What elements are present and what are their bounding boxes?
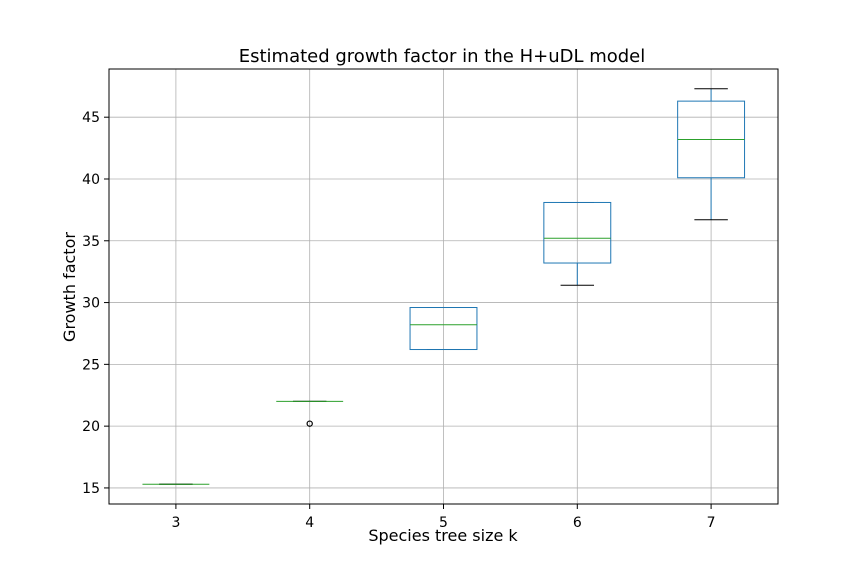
x-tick-label: 4	[305, 515, 314, 531]
iqr-box	[409, 307, 478, 351]
x-axis-label: Species tree size k	[368, 526, 518, 545]
flier-point	[306, 420, 313, 427]
box-5	[409, 307, 478, 351]
x-tick-label: 3	[171, 515, 180, 531]
y-tick-label: 25	[82, 357, 100, 373]
y-tick-label: 35	[82, 234, 100, 250]
x-tick-label: 7	[707, 515, 716, 531]
y-tick-label: 20	[82, 419, 100, 435]
chart-title: Estimated growth factor in the H+uDL mod…	[239, 46, 646, 67]
y-axis-ticks: 15 20 25 30 35 40 45	[82, 110, 109, 497]
iqr-box	[543, 201, 612, 264]
y-axis-label: Growth factor	[60, 232, 79, 342]
box-6	[543, 201, 612, 286]
x-tick-label: 5	[439, 515, 448, 531]
y-tick-label: 15	[82, 481, 100, 497]
x-axis-ticks: 3 4 5 6 7	[171, 504, 716, 531]
box-4	[276, 400, 344, 427]
y-tick-label: 40	[82, 172, 100, 188]
box-7	[677, 88, 746, 221]
x-tick-label: 6	[573, 515, 582, 531]
y-tick-label: 45	[82, 110, 100, 126]
box-series	[142, 88, 746, 485]
grid-lines	[109, 69, 778, 504]
y-tick-label: 30	[82, 296, 100, 312]
